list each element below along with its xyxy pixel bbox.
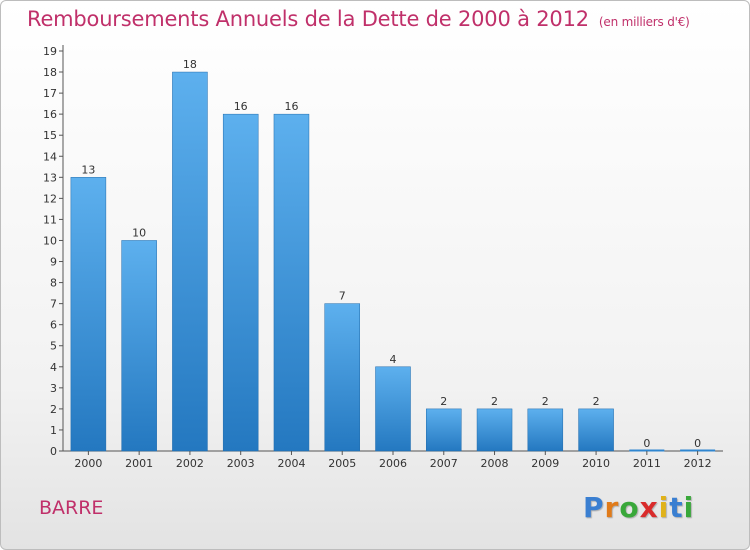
logo-letter: x: [639, 491, 659, 524]
y-tick-label: 1: [50, 424, 57, 437]
y-tick-label: 14: [43, 150, 57, 163]
y-tick-label: 11: [43, 213, 57, 226]
bar-value-label: 13: [81, 163, 95, 176]
bar-value-label: 2: [542, 395, 549, 408]
bar: [476, 408, 513, 452]
y-tick-label: 9: [50, 256, 57, 269]
bar: [426, 408, 462, 452]
x-tick-label: 2010: [582, 457, 610, 470]
x-tick-label: 2004: [277, 457, 305, 470]
logo-letter: o: [619, 491, 640, 524]
y-tick-label: 7: [50, 298, 57, 311]
chart-subtitle: (en milliers d'€): [598, 15, 690, 29]
x-tick-label: 2012: [684, 457, 712, 470]
x-tick-label: 2005: [328, 457, 356, 470]
x-tick-label: 2008: [481, 457, 509, 470]
bar-value-label: 2: [593, 395, 600, 408]
x-tick-label: 2001: [125, 457, 153, 470]
y-tick-label: 16: [43, 108, 57, 121]
y-tick-label: 17: [43, 87, 57, 100]
bar: [121, 240, 157, 452]
bar-value-label: 16: [284, 100, 298, 113]
bar-value-label: 0: [694, 437, 701, 450]
y-tick-label: 18: [43, 66, 57, 79]
y-tick-label: 2: [50, 403, 57, 416]
x-tick-label: 2003: [227, 457, 255, 470]
y-tick-label: 0: [50, 445, 57, 458]
y-tick-label: 8: [50, 277, 57, 290]
bar: [172, 71, 208, 452]
y-tick-label: 5: [50, 340, 57, 353]
y-tick-label: 10: [43, 234, 57, 247]
y-tick-label: 13: [43, 171, 57, 184]
bar: [375, 366, 411, 452]
x-tick-label: 2007: [430, 457, 458, 470]
bar-value-label: 7: [339, 290, 346, 303]
y-tick-label: 15: [43, 129, 57, 142]
y-tick-label: 6: [50, 319, 57, 332]
chart-title: Remboursements Annuels de la Dette de 20…: [27, 7, 690, 31]
bar: [70, 177, 107, 452]
bar-value-label: 2: [440, 395, 447, 408]
bar: [222, 113, 259, 452]
proxiti-logo: Proxiti: [583, 491, 694, 524]
logo-letter: P: [583, 491, 605, 524]
x-tick-label: 2009: [531, 457, 559, 470]
logo-letter: t: [669, 491, 684, 524]
commune-name: BARRE: [39, 497, 104, 519]
bar: [578, 408, 614, 452]
bar: [273, 113, 310, 452]
chart-title-text: Remboursements Annuels de la Dette de 20…: [27, 7, 589, 31]
bar: [527, 408, 564, 452]
y-tick-label: 19: [43, 45, 57, 58]
bar-value-label: 0: [643, 437, 650, 450]
x-tick-label: 2011: [633, 457, 661, 470]
bar-value-label: 4: [390, 353, 397, 366]
y-tick-label: 4: [50, 361, 57, 374]
bar-value-label: 10: [132, 226, 146, 239]
y-tick-label: 3: [50, 382, 57, 395]
bar-value-label: 16: [234, 100, 248, 113]
bar-value-label: 2: [491, 395, 498, 408]
logo-letter: i: [658, 491, 670, 524]
bar: [324, 303, 360, 452]
logo-letter: r: [604, 491, 620, 524]
x-tick-label: 2006: [379, 457, 407, 470]
x-tick-label: 2000: [74, 457, 102, 470]
bar-value-label: 18: [183, 58, 197, 71]
x-tick-label: 2002: [176, 457, 204, 470]
logo-letter: i: [683, 491, 695, 524]
y-tick-label: 12: [43, 192, 57, 205]
